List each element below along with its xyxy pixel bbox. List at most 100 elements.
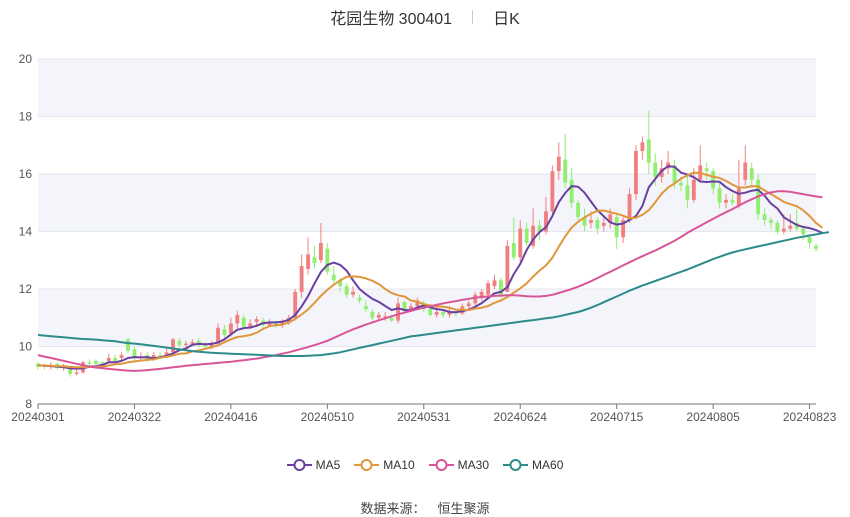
candle-body[interactable] bbox=[769, 220, 773, 223]
candle-body[interactable] bbox=[711, 171, 716, 189]
candle-body[interactable] bbox=[653, 162, 658, 177]
candle-body[interactable] bbox=[486, 283, 491, 295]
candle-body[interactable] bbox=[749, 168, 754, 180]
candle-body[interactable] bbox=[518, 228, 523, 258]
candle-body[interactable] bbox=[428, 309, 433, 315]
candle-body[interactable] bbox=[473, 294, 478, 304]
candle-body[interactable] bbox=[318, 243, 323, 261]
candle-body[interactable] bbox=[434, 312, 439, 315]
candle-body[interactable] bbox=[312, 257, 317, 264]
candle-body[interactable] bbox=[254, 319, 259, 323]
candle-body[interactable] bbox=[106, 358, 111, 361]
candle-body[interactable] bbox=[235, 314, 240, 324]
candle-body[interactable] bbox=[222, 329, 227, 335]
candle-body[interactable] bbox=[788, 225, 793, 229]
candle-body[interactable] bbox=[267, 322, 272, 325]
candle-body[interactable] bbox=[505, 245, 510, 292]
series-line-ma5[interactable] bbox=[37, 165, 823, 370]
candle-body[interactable] bbox=[132, 349, 137, 358]
candle-body[interactable] bbox=[171, 339, 175, 353]
candle-body[interactable] bbox=[383, 316, 388, 318]
candle-body[interactable] bbox=[524, 228, 529, 243]
candle-body[interactable] bbox=[74, 372, 79, 374]
candle-body[interactable] bbox=[511, 243, 516, 258]
candle-body[interactable] bbox=[228, 323, 233, 334]
candle-body[interactable] bbox=[640, 142, 645, 151]
candle-body[interactable] bbox=[492, 280, 497, 287]
candle-body[interactable] bbox=[634, 151, 638, 195]
series-line-ma30[interactable] bbox=[37, 190, 823, 372]
candle-body[interactable] bbox=[608, 214, 613, 223]
candle-body[interactable] bbox=[164, 352, 169, 356]
candle-body[interactable] bbox=[158, 355, 163, 357]
candle-body[interactable] bbox=[357, 297, 362, 301]
candle-body[interactable] bbox=[203, 345, 208, 347]
candle-body[interactable] bbox=[550, 171, 555, 212]
candle-body[interactable] bbox=[151, 355, 156, 360]
candle-body[interactable] bbox=[531, 225, 536, 246]
candle-body[interactable] bbox=[762, 214, 767, 220]
candle-body[interactable] bbox=[659, 168, 664, 177]
candle-body[interactable] bbox=[814, 245, 818, 249]
candle-body[interactable] bbox=[68, 369, 73, 374]
candle-body[interactable] bbox=[537, 225, 542, 232]
candle-body[interactable] bbox=[807, 237, 812, 243]
candle-body[interactable] bbox=[556, 156, 561, 172]
candle-body[interactable] bbox=[614, 217, 619, 238]
candle-body[interactable] bbox=[544, 211, 548, 232]
candle-body[interactable] bbox=[679, 182, 683, 186]
series-line-ma60[interactable] bbox=[37, 231, 830, 357]
candle-body[interactable] bbox=[627, 194, 632, 220]
candle-body[interactable] bbox=[569, 179, 574, 203]
candle-body[interactable] bbox=[363, 306, 368, 310]
legend-item-ma5[interactable]: MA5 bbox=[286, 458, 340, 472]
candle-body[interactable] bbox=[241, 317, 246, 327]
legend-item-ma60[interactable]: MA60 bbox=[503, 458, 563, 472]
candle-body[interactable] bbox=[119, 355, 124, 358]
candle-body[interactable] bbox=[743, 162, 748, 180]
candle-body[interactable] bbox=[408, 306, 413, 310]
candle-body[interactable] bbox=[126, 339, 130, 351]
candle-body[interactable] bbox=[100, 362, 105, 364]
candle-body[interactable] bbox=[415, 300, 420, 307]
candle-body[interactable] bbox=[441, 312, 446, 315]
candle-body[interactable] bbox=[396, 303, 400, 321]
candle-body[interactable] bbox=[183, 343, 188, 346]
candle-body[interactable] bbox=[499, 280, 503, 295]
candle-body[interactable] bbox=[402, 301, 407, 310]
candle-body[interactable] bbox=[621, 220, 626, 238]
candle-body[interactable] bbox=[209, 343, 214, 347]
candle-body[interactable] bbox=[672, 165, 677, 183]
candle-body[interactable] bbox=[563, 159, 568, 183]
candle-body[interactable] bbox=[370, 312, 375, 318]
legend-item-ma30[interactable]: MA30 bbox=[428, 458, 489, 472]
legend-item-ma10[interactable]: MA10 bbox=[354, 458, 415, 472]
candle-body[interactable] bbox=[582, 217, 587, 226]
candle-body[interactable] bbox=[447, 312, 452, 315]
candle-body[interactable] bbox=[685, 185, 690, 200]
candle-body[interactable] bbox=[248, 323, 253, 327]
candle-body[interactable] bbox=[376, 314, 381, 318]
candle-body[interactable] bbox=[36, 363, 40, 367]
candle-body[interactable] bbox=[775, 222, 780, 232]
candle-body[interactable] bbox=[87, 362, 92, 364]
candle-body[interactable] bbox=[601, 222, 606, 226]
candle-body[interactable] bbox=[801, 228, 806, 235]
candle-body[interactable] bbox=[93, 360, 98, 364]
candle-body[interactable] bbox=[389, 317, 394, 321]
candle-body[interactable] bbox=[730, 199, 735, 203]
candle-body[interactable] bbox=[299, 266, 304, 292]
candle-body[interactable] bbox=[576, 202, 581, 218]
candle-body[interactable] bbox=[325, 248, 330, 272]
candle-body[interactable] bbox=[781, 228, 786, 232]
candle-body[interactable] bbox=[177, 340, 182, 346]
candle-body[interactable] bbox=[190, 342, 195, 344]
candle-body[interactable] bbox=[736, 188, 741, 206]
candle-body[interactable] bbox=[293, 291, 298, 318]
candle-body[interactable] bbox=[280, 322, 285, 325]
candle-body[interactable] bbox=[113, 358, 118, 361]
candle-body[interactable] bbox=[595, 220, 600, 229]
candle-body[interactable] bbox=[344, 286, 349, 295]
candle-body[interactable] bbox=[646, 139, 651, 163]
candle-body[interactable] bbox=[216, 327, 220, 344]
